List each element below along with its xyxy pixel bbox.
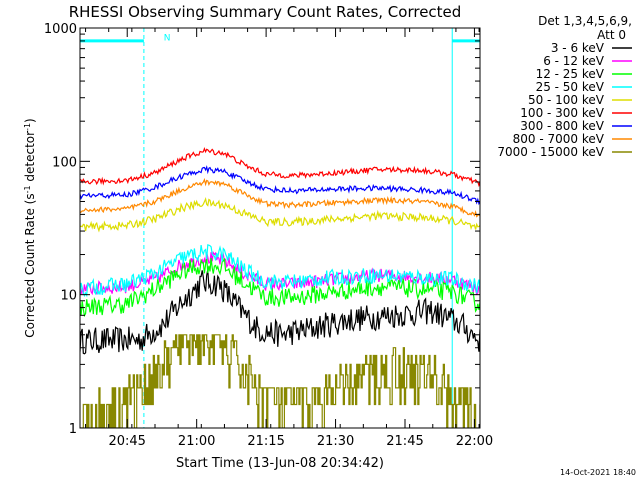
footer-timestamp: 14-Oct-2021 18:40: [560, 468, 636, 477]
legend-entry-label: 100 - 300 keV: [520, 106, 604, 120]
series-line-6: [80, 147, 480, 188]
x-tick-label: 21:00: [178, 434, 215, 449]
legend-entry-label: 800 - 7000 keV: [513, 132, 605, 146]
series-line-4: [80, 244, 480, 298]
x-axis-label: Start Time (13-Jun-08 20:34:42): [176, 456, 384, 471]
plot-area: N: [80, 28, 480, 428]
legend-header-line-1: Det 1,3,4,5,6,9,: [538, 14, 632, 28]
legend-entry-label: 25 - 50 keV: [536, 80, 605, 94]
y-tick-label: 1: [69, 422, 77, 437]
y-tick-label: 100: [52, 155, 77, 170]
y-tick-label: 10: [60, 289, 77, 304]
legend-header-line-2: Att 0: [597, 28, 626, 42]
legend-entry-label: 6 - 12 keV: [543, 54, 605, 68]
legend-entry-label: 7000 - 15000 keV: [497, 145, 604, 159]
series-line-8: [80, 177, 480, 218]
x-tick-label: 22:00: [456, 434, 493, 449]
legend-entry-label: 3 - 6 keV: [551, 41, 605, 55]
y-tick-label: 1000: [44, 22, 77, 37]
legend-entry-label: 300 - 800 keV: [520, 119, 604, 133]
series-line-9: [80, 334, 480, 428]
y-axis-label: Corrected Count Rate (s-1 detector-1): [23, 118, 38, 337]
series-line-5: [80, 197, 480, 233]
x-tick-label: 20:45: [108, 434, 145, 449]
x-tick-label: 21:15: [247, 434, 284, 449]
series-group: [80, 28, 480, 428]
legend-entry-label: 50 - 100 keV: [528, 93, 605, 107]
axes: 1 10 100 1000 20:45 21:00 21:15 21:30 21:45 22:00: [44, 22, 493, 449]
legend-entry-label: 12 - 25 keV: [536, 67, 605, 81]
annotation-1: N: [164, 33, 171, 43]
x-tick-label: 21:45: [386, 434, 423, 449]
series-line-7: [80, 165, 480, 206]
chart-title: RHESSI Observing Summary Count Rates, Co…: [69, 3, 462, 21]
series-line-1: [80, 269, 480, 355]
plot-frame: [79, 27, 481, 429]
x-tick-label: 21:30: [317, 434, 354, 449]
